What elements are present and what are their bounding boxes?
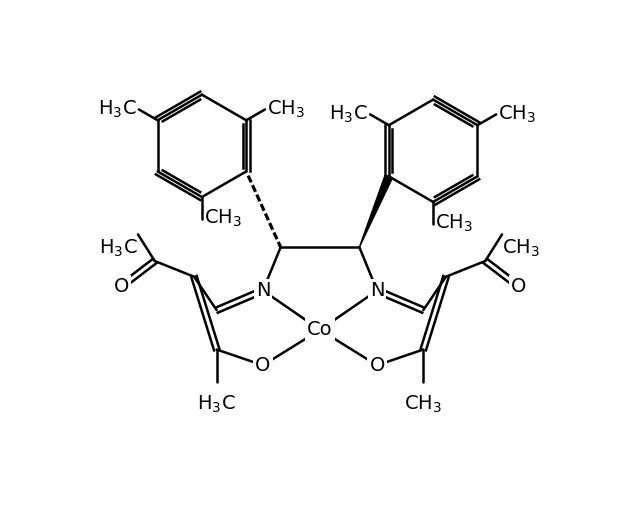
Text: N: N	[256, 281, 270, 300]
Text: CH$_3$: CH$_3$	[267, 99, 305, 120]
Text: CH$_3$: CH$_3$	[498, 104, 536, 125]
Text: N: N	[370, 281, 384, 300]
Text: H$_3$C: H$_3$C	[330, 104, 368, 125]
Text: CH$_3$: CH$_3$	[404, 394, 442, 415]
Text: O: O	[369, 356, 385, 375]
Text: CH$_3$: CH$_3$	[204, 208, 242, 229]
Text: CH$_3$: CH$_3$	[435, 213, 473, 234]
Text: O: O	[255, 356, 271, 375]
Polygon shape	[359, 175, 392, 247]
Text: H$_3$C: H$_3$C	[99, 99, 137, 120]
Text: H$_3$C: H$_3$C	[99, 238, 138, 259]
Text: Co: Co	[307, 320, 333, 339]
Text: O: O	[113, 277, 129, 296]
Text: H$_3$C: H$_3$C	[197, 394, 236, 415]
Text: CH$_3$: CH$_3$	[502, 238, 540, 259]
Text: O: O	[511, 277, 527, 296]
